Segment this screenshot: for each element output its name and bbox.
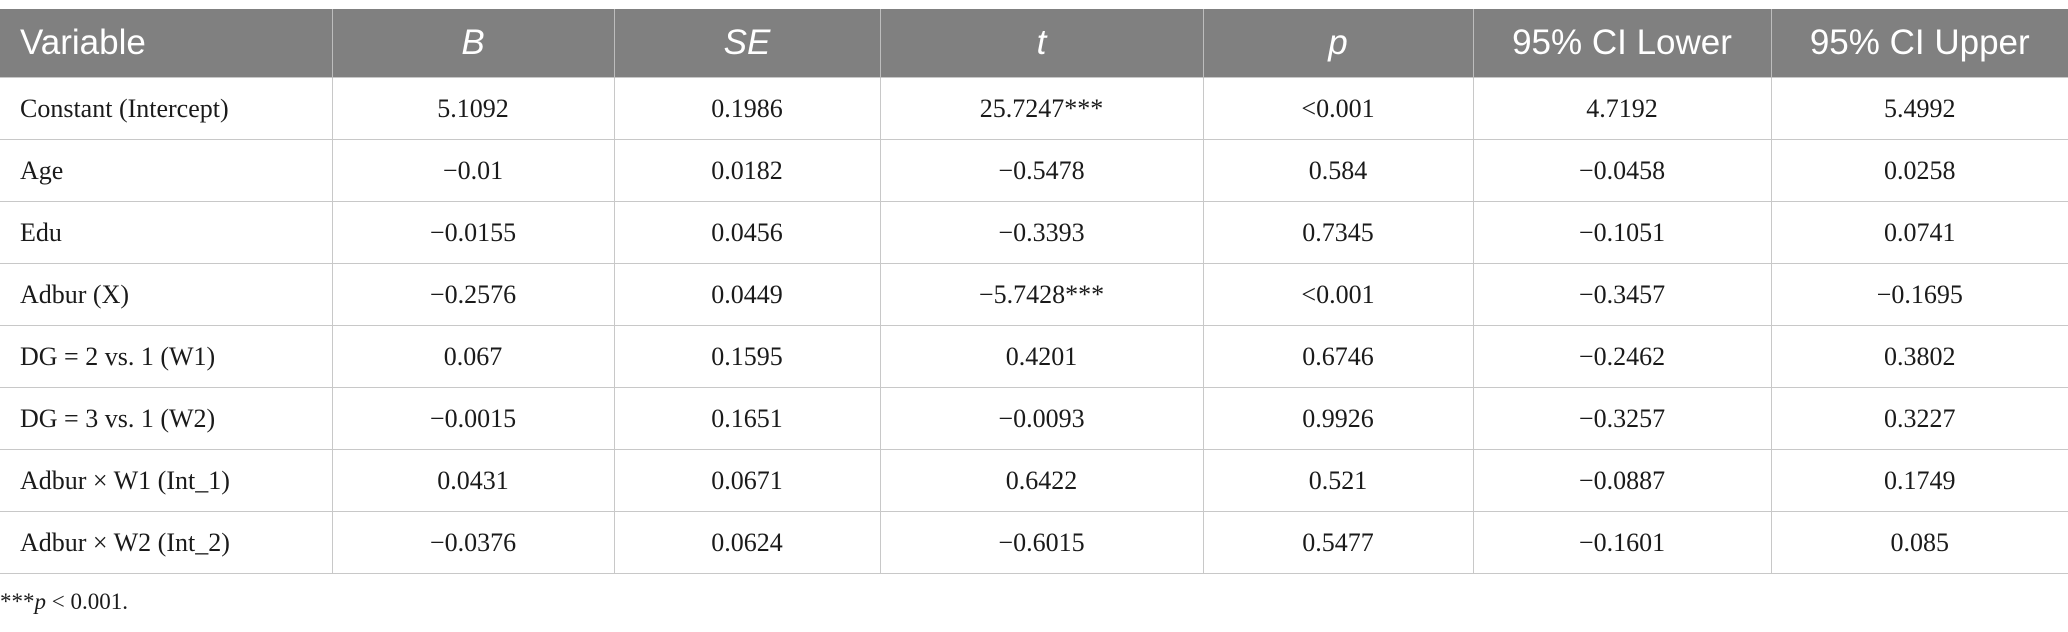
cell-se: 0.0671 xyxy=(613,449,880,512)
cell-ci-upper: 0.3802 xyxy=(1770,325,2068,388)
cell-b: −0.0376 xyxy=(331,511,614,574)
cell-variable: DG = 3 vs. 1 (W2) xyxy=(0,387,332,450)
cell-p: <0.001 xyxy=(1202,77,1473,140)
cell-variable: Edu xyxy=(0,201,332,264)
cell-ci-upper: 5.4992 xyxy=(1770,77,2068,140)
cell-p: 0.9926 xyxy=(1202,387,1473,450)
table-row: Adbur (X) −0.2576 0.0449 −5.7428*** <0.0… xyxy=(0,263,2068,326)
cell-p: <0.001 xyxy=(1202,263,1473,326)
cell-t: 0.6422 xyxy=(879,449,1203,512)
cell-b: −0.01 xyxy=(331,139,614,202)
cell-ci-lower: 4.7192 xyxy=(1472,77,1771,140)
cell-p: 0.7345 xyxy=(1202,201,1473,264)
cell-b: 0.067 xyxy=(331,325,614,388)
cell-ci-upper: 0.1749 xyxy=(1770,449,2068,512)
cell-se: 0.0456 xyxy=(613,201,880,264)
cell-ci-lower: −0.3457 xyxy=(1472,263,1771,326)
cell-ci-lower: −0.1051 xyxy=(1472,201,1771,264)
table-header-row: Variable B SE t p 95% CI Lower 95% CI Up… xyxy=(0,9,2068,78)
cell-p: 0.584 xyxy=(1202,139,1473,202)
cell-variable: DG = 2 vs. 1 (W1) xyxy=(0,325,332,388)
cell-t: −5.7428*** xyxy=(879,263,1203,326)
cell-p: 0.521 xyxy=(1202,449,1473,512)
cell-se: 0.1986 xyxy=(613,77,880,140)
cell-b: 5.1092 xyxy=(331,77,614,140)
cell-ci-lower: −0.2462 xyxy=(1472,325,1771,388)
header-b: B xyxy=(331,9,614,78)
table-row: Constant (Intercept) 5.1092 0.1986 25.72… xyxy=(0,77,2068,140)
header-ci-lower: 95% CI Lower xyxy=(1472,9,1771,78)
cell-t: −0.3393 xyxy=(879,201,1203,264)
regression-table-container: Variable B SE t p 95% CI Lower 95% CI Up… xyxy=(0,9,2068,574)
cell-ci-upper: 0.0258 xyxy=(1770,139,2068,202)
regression-table: Variable B SE t p 95% CI Lower 95% CI Up… xyxy=(0,9,2068,574)
footnote-text: < 0.001. xyxy=(46,589,128,614)
cell-variable: Constant (Intercept) xyxy=(0,77,332,140)
cell-ci-upper: 0.085 xyxy=(1770,511,2068,574)
table-row: DG = 3 vs. 1 (W2) −0.0015 0.1651 −0.0093… xyxy=(0,387,2068,450)
table-row: Edu −0.0155 0.0456 −0.3393 0.7345 −0.105… xyxy=(0,201,2068,264)
header-variable: Variable xyxy=(0,9,332,78)
cell-variable: Adbur × W2 (Int_2) xyxy=(0,511,332,574)
table-row: Age −0.01 0.0182 −0.5478 0.584 −0.0458 0… xyxy=(0,139,2068,202)
table-row: DG = 2 vs. 1 (W1) 0.067 0.1595 0.4201 0.… xyxy=(0,325,2068,388)
cell-b: 0.0431 xyxy=(331,449,614,512)
cell-ci-lower: −0.0458 xyxy=(1472,139,1771,202)
cell-t: −0.5478 xyxy=(879,139,1203,202)
cell-se: 0.0182 xyxy=(613,139,880,202)
footnote-p-symbol: p xyxy=(34,589,47,614)
footnote-stars: *** xyxy=(0,589,35,614)
cell-ci-lower: −0.0887 xyxy=(1472,449,1771,512)
table-row: Adbur × W1 (Int_1) 0.0431 0.0671 0.6422 … xyxy=(0,449,2068,512)
cell-p: 0.6746 xyxy=(1202,325,1473,388)
cell-variable: Adbur (X) xyxy=(0,263,332,326)
cell-p: 0.5477 xyxy=(1202,511,1473,574)
header-se: SE xyxy=(613,9,880,78)
cell-t: 25.7247*** xyxy=(879,77,1203,140)
cell-variable: Age xyxy=(0,139,332,202)
header-ci-upper: 95% CI Upper xyxy=(1770,9,2068,78)
cell-se: 0.1651 xyxy=(613,387,880,450)
cell-se: 0.1595 xyxy=(613,325,880,388)
cell-ci-lower: −0.1601 xyxy=(1472,511,1771,574)
cell-ci-upper: −0.1695 xyxy=(1770,263,2068,326)
header-t: t xyxy=(879,9,1203,78)
cell-b: −0.2576 xyxy=(331,263,614,326)
cell-t: 0.4201 xyxy=(879,325,1203,388)
cell-ci-upper: 0.0741 xyxy=(1770,201,2068,264)
cell-ci-upper: 0.3227 xyxy=(1770,387,2068,450)
cell-t: −0.6015 xyxy=(879,511,1203,574)
header-p: p xyxy=(1202,9,1473,78)
cell-b: −0.0015 xyxy=(331,387,614,450)
cell-ci-lower: −0.3257 xyxy=(1472,387,1771,450)
cell-variable: Adbur × W1 (Int_1) xyxy=(0,449,332,512)
table-footnote: ***p < 0.001. xyxy=(0,589,128,615)
cell-b: −0.0155 xyxy=(331,201,614,264)
cell-se: 0.0449 xyxy=(613,263,880,326)
table-row: Adbur × W2 (Int_2) −0.0376 0.0624 −0.601… xyxy=(0,511,2068,574)
cell-se: 0.0624 xyxy=(613,511,880,574)
cell-t: −0.0093 xyxy=(879,387,1203,450)
